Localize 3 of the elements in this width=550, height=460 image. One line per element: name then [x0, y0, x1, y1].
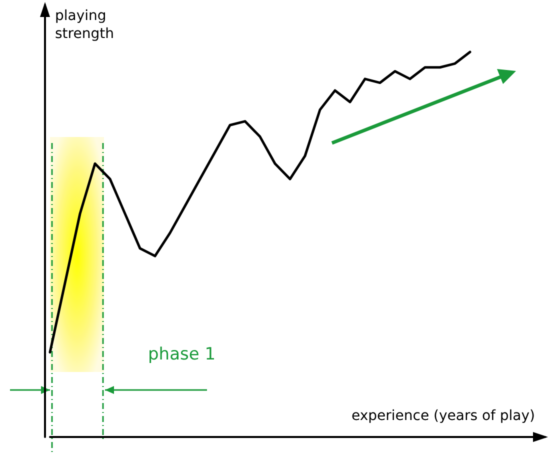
y-axis-title: playing strength: [55, 8, 114, 42]
annotation: phase 1: [148, 344, 216, 364]
x-axis-title: experience (years of play): [351, 408, 535, 424]
